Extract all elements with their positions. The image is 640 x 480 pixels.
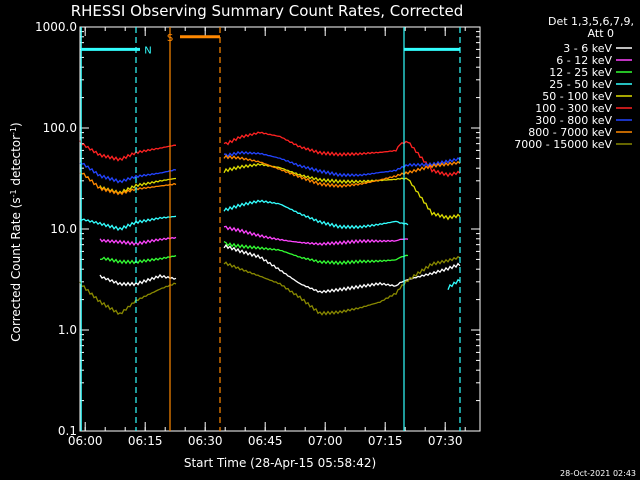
series-line-4 — [223, 162, 461, 221]
x-axis-ticks: 06:00 06:15 06:30 06:45 07:00 07:15 07:30 — [68, 27, 466, 448]
x-tick-label: 07:00 — [308, 434, 343, 448]
series-line-3 — [79, 215, 177, 232]
series-line-2 — [223, 241, 409, 266]
series-line-7 — [223, 154, 461, 189]
legend-entry-label: 300 - 800 keV — [535, 114, 612, 127]
x-tick-label: 07:15 — [368, 434, 403, 448]
timestamp: 28-Oct-2021 02:43 — [560, 469, 636, 478]
series-line-1 — [99, 236, 177, 247]
legend-entry-label: 12 - 25 keV — [549, 66, 612, 79]
y-tick-label: 100.0 — [43, 121, 77, 135]
x-tick-label: 06:45 — [248, 434, 283, 448]
legend-entry-label: 100 - 300 keV — [535, 102, 612, 115]
legend-entry-label: 6 - 12 keV — [556, 54, 612, 67]
series-line-8 — [223, 255, 461, 316]
x-tick-label: 06:30 — [188, 434, 223, 448]
y-tick-label: 1000.0 — [35, 20, 77, 34]
x-tick-label: 06:15 — [128, 434, 163, 448]
x-tick-label: 07:30 — [428, 434, 463, 448]
series-line-3 — [447, 278, 461, 291]
legend-entry-label: 7000 - 15000 keV — [514, 138, 612, 151]
series-line-2 — [99, 254, 177, 265]
x-tick-label: 06:00 — [68, 434, 103, 448]
series-line-0 — [99, 273, 177, 287]
y-axis-ticks: 0.1 1.0 10.0 100.0 1000.0 — [35, 20, 480, 438]
series-line-0 — [223, 243, 461, 294]
series-line-1 — [223, 225, 409, 246]
series-line-5 — [79, 140, 177, 162]
marker-layer: NS — [80, 27, 461, 431]
series-line-8 — [79, 281, 177, 316]
legend-header-line1: Det 1,3,5,6,7,9, — [548, 15, 634, 28]
y-tick-label: 0.1 — [58, 424, 77, 438]
legend-entry-label: 50 - 100 keV — [542, 90, 612, 103]
marker-label-0: N — [144, 45, 151, 56]
series-line-6 — [79, 162, 177, 184]
marker-label-2: S — [167, 33, 173, 44]
y-axis-label: Corrected Count Rate (s-1 detector-1) — [9, 122, 23, 341]
legend-header-line2: Att 0 — [588, 27, 614, 40]
series-line-7 — [79, 172, 177, 196]
series-layer — [79, 131, 461, 316]
legend-entry-label: 3 - 6 keV — [563, 42, 612, 55]
y-tick-label: 10.0 — [50, 222, 77, 236]
legend-entry-label: 25 - 50 keV — [549, 78, 612, 91]
y-tick-label: 1.0 — [58, 323, 77, 337]
chart-title: RHESSI Observing Summary Count Rates, Co… — [71, 2, 464, 20]
series-line-6 — [224, 150, 461, 178]
series-line-5 — [223, 131, 461, 178]
series-line-3 — [223, 199, 409, 230]
legend-entry-label: 800 - 7000 keV — [528, 126, 612, 139]
x-axis-label: Start Time (28-Apr-15 05:58:42) — [184, 456, 376, 470]
